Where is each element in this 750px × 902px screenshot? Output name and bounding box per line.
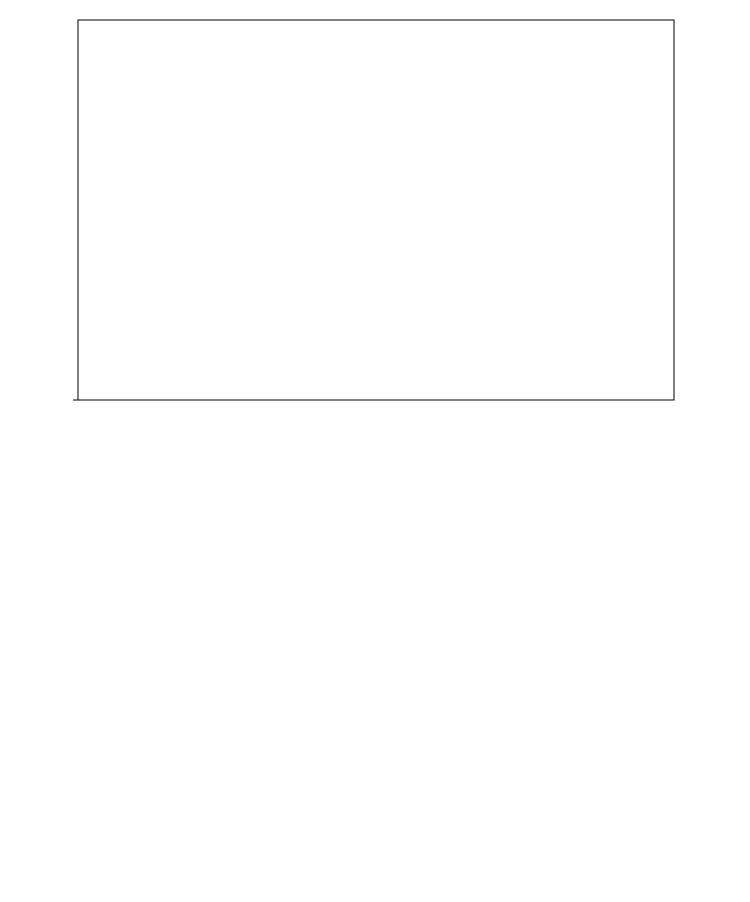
figure-svg (0, 0, 750, 902)
figure-container (0, 0, 750, 902)
top-plot-border (78, 20, 674, 400)
